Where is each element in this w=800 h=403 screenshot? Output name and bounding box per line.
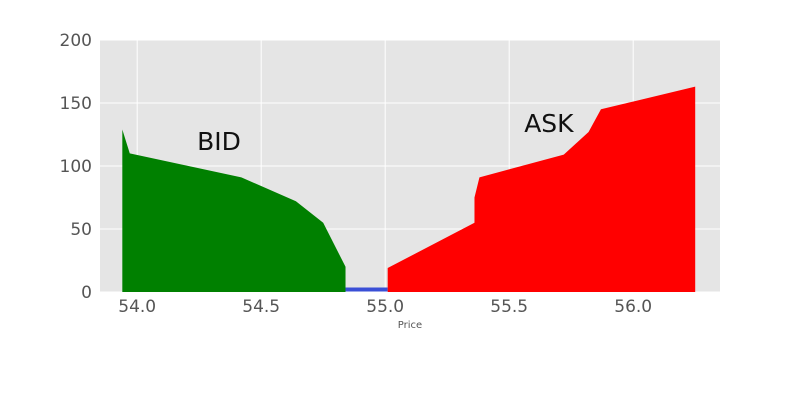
x-tick-label: 54.0 (118, 297, 156, 317)
x-axis-label: Price (398, 320, 422, 331)
y-tick-label: 150 (60, 94, 92, 114)
y-tick-label: 50 (70, 220, 92, 240)
y-tick-label: 100 (60, 157, 92, 177)
bid-area (122, 129, 346, 292)
y-tick-label: 200 (60, 31, 92, 51)
x-tick-label: 54.5 (242, 297, 280, 317)
ask-area (387, 86, 696, 293)
tick-labels: 0 50 100 150 200 54.0 54.5 55.0 55.5 56.0 (60, 31, 653, 317)
y-tick-label: 0 (81, 283, 92, 303)
ask-annotation: ASK (524, 109, 574, 138)
series-layer (122, 86, 696, 293)
x-tick-label: 56.0 (614, 297, 652, 317)
x-tick-label: 55.0 (366, 297, 404, 317)
bid-annotation: BID (197, 127, 241, 156)
x-tick-label: 55.5 (490, 297, 528, 317)
